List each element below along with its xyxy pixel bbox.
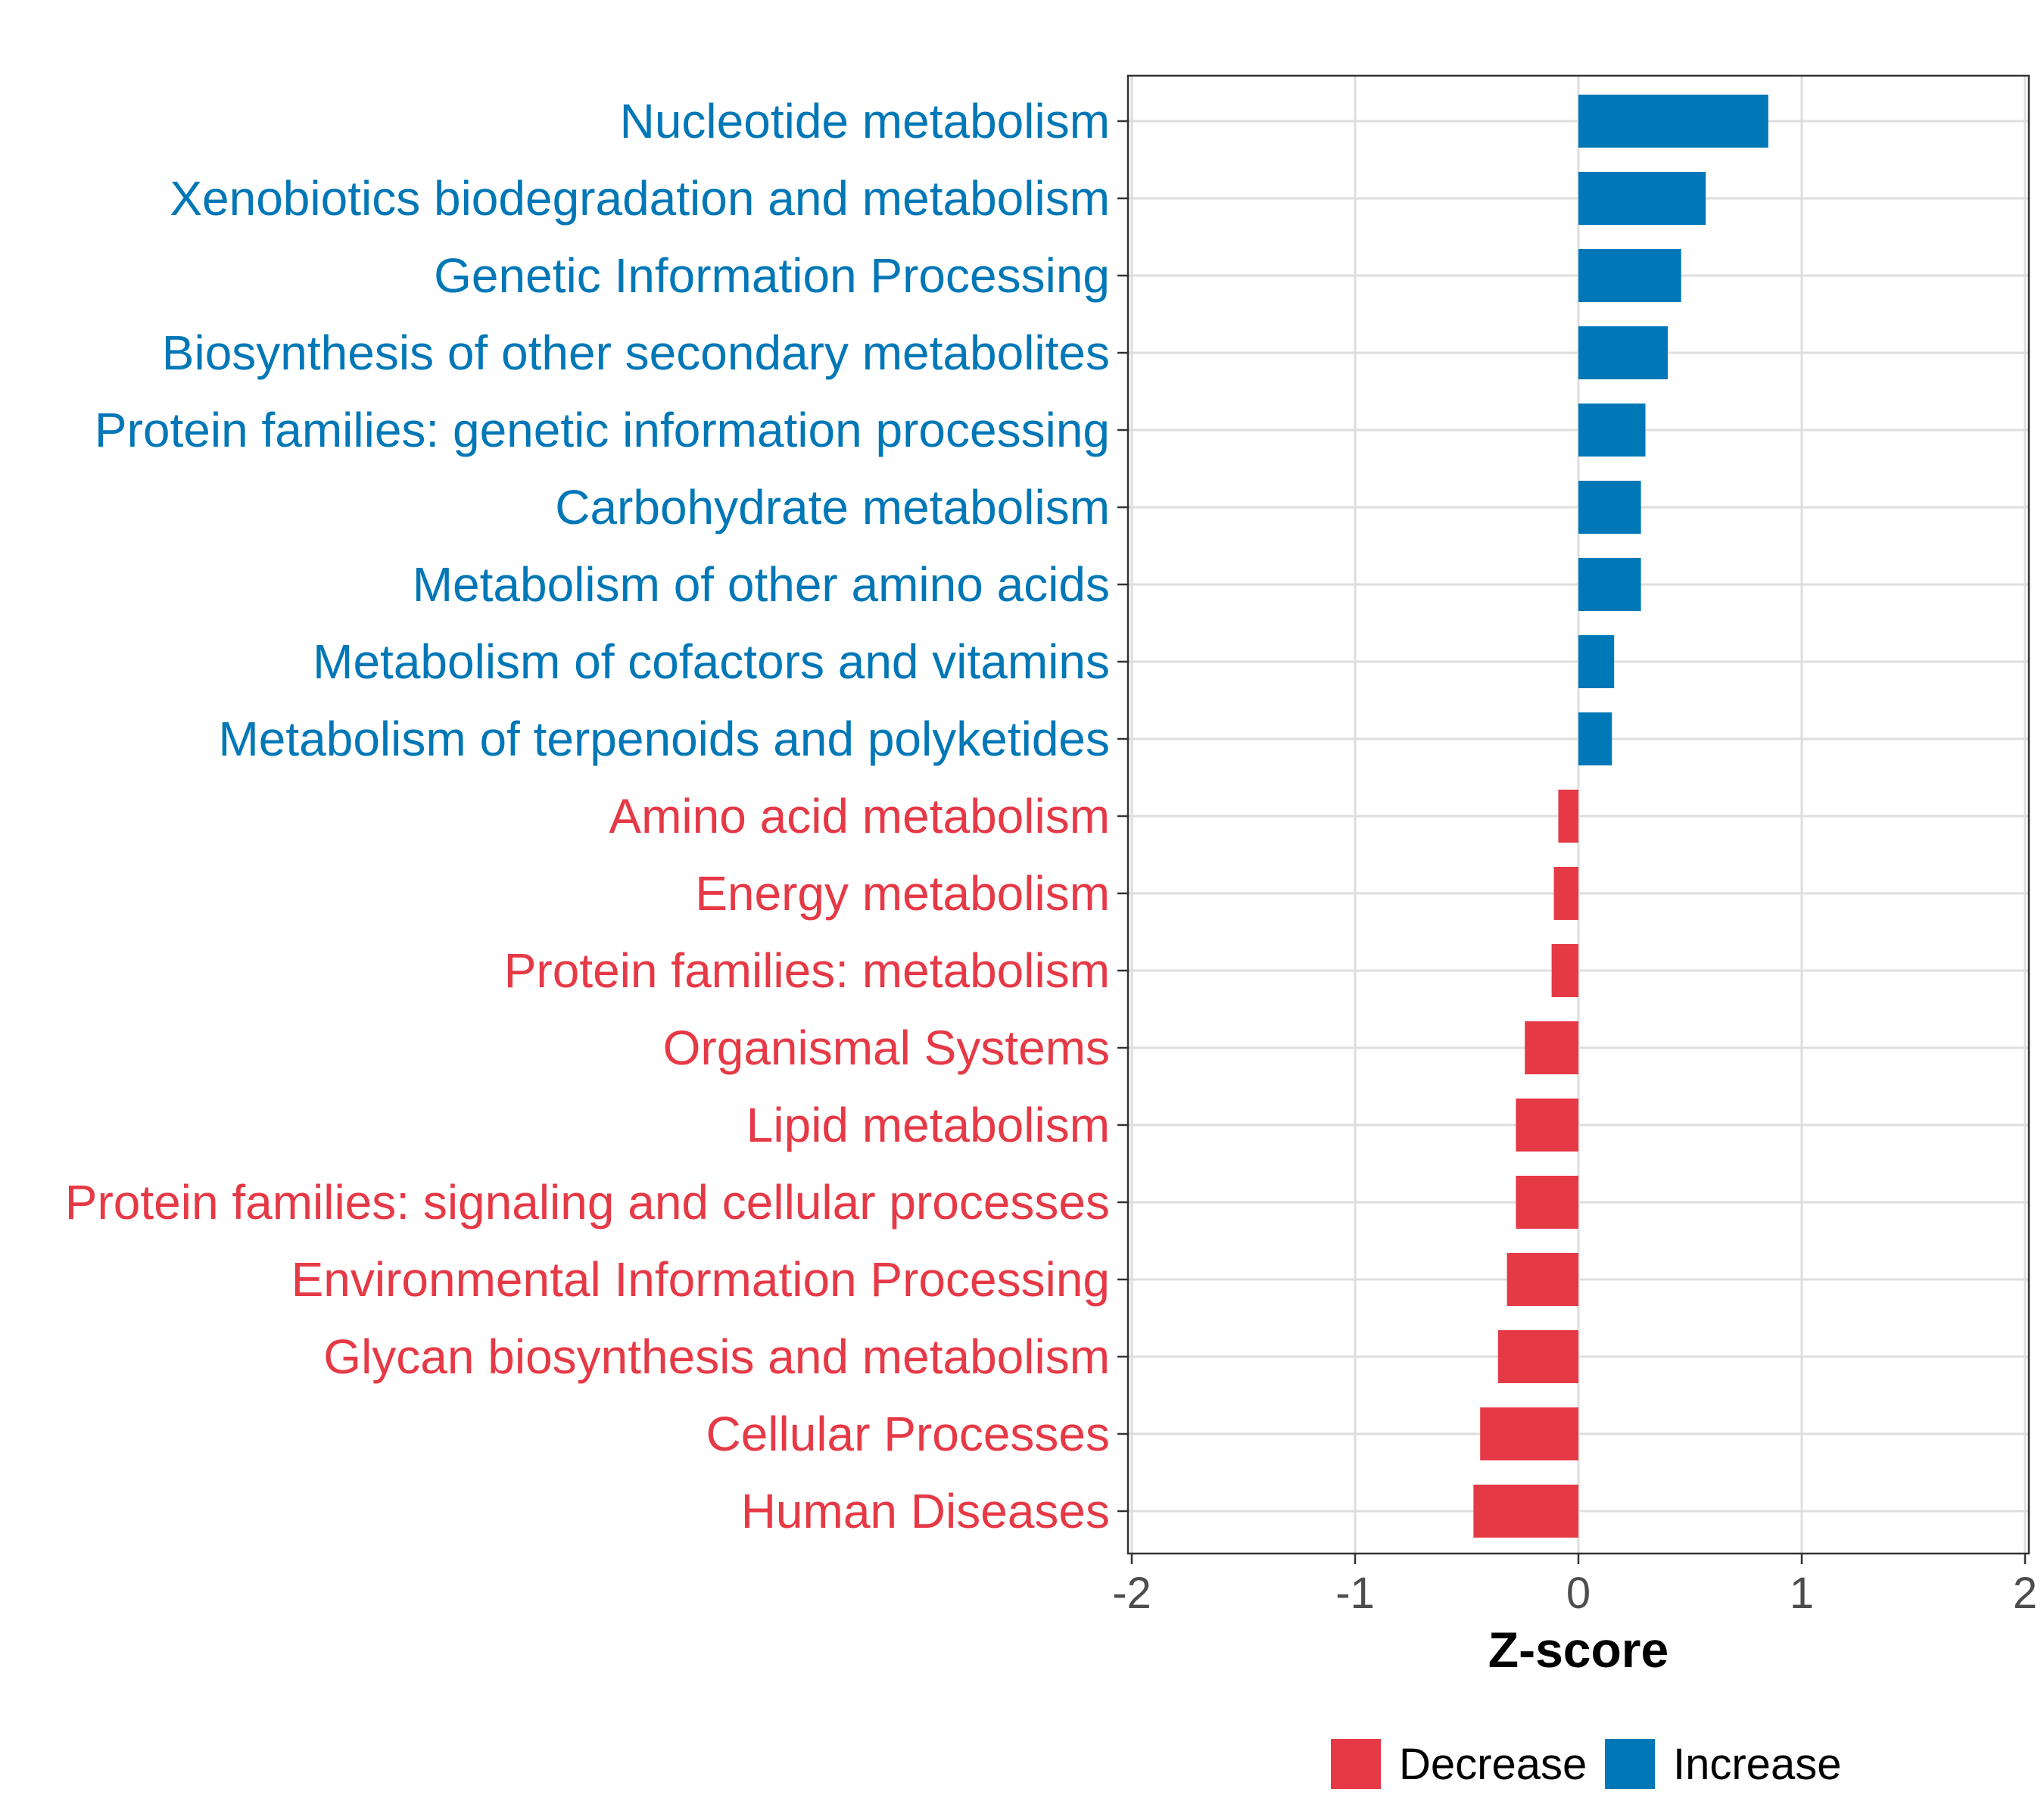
bar-nucleotide-metabolism (1578, 95, 1768, 148)
category-label: Environmental Information Processing (291, 1252, 1110, 1307)
bar-cellular-processes (1480, 1407, 1578, 1460)
category-label: Glycan biosynthesis and metabolism (323, 1329, 1110, 1384)
bar-amino-acid-metabolism (1558, 790, 1578, 843)
category-label: Xenobiotics biodegradation and metabolis… (170, 171, 1110, 226)
x-tick-label: -2 (1112, 1569, 1151, 1618)
category-label: Metabolism of terpenoids and polyketides (218, 712, 1110, 766)
bar-human-diseases (1473, 1485, 1578, 1538)
category-label: Nucleotide metabolism (620, 94, 1110, 148)
category-label: Organismal Systems (663, 1021, 1110, 1075)
bar-carbohydrate-metabolism (1578, 481, 1641, 534)
bar-energy-metabolism (1553, 867, 1578, 920)
category-label: Cellular Processes (706, 1407, 1110, 1461)
category-label: Protein families: signaling and cellular… (65, 1175, 1110, 1230)
category-label: Metabolism of cofactors and vitamins (313, 634, 1110, 689)
category-label: Genetic Information Processing (434, 248, 1110, 303)
category-label: Amino acid metabolism (609, 789, 1110, 843)
bar-metabolism-of-terpenoids-and-polyketides (1578, 712, 1612, 765)
x-axis-title: Z-score (1488, 1622, 1669, 1678)
bar-protein-families-signaling-and-cellular-processes (1516, 1176, 1578, 1229)
category-label: Biosynthesis of other secondary metaboli… (162, 326, 1110, 380)
category-labels: Nucleotide metabolism Xenobiotics biodegr… (65, 94, 1110, 1538)
x-axis-ticks: -2 -1 0 1 2 (1112, 120, 2037, 1618)
bar-biosynthesis-of-other-secondary-metabolites (1578, 326, 1668, 379)
category-label: Energy metabolism (695, 866, 1110, 921)
x-tick-label: -1 (1335, 1569, 1375, 1618)
bar-metabolism-of-other-amino-acids (1578, 558, 1641, 611)
legend-label-increase: Increase (1673, 1740, 1841, 1789)
x-tick-label: 2 (2013, 1569, 2037, 1618)
category-label: Lipid metabolism (746, 1098, 1110, 1152)
legend-key-decrease (1331, 1739, 1381, 1789)
category-label: Protein families: metabolism (504, 943, 1110, 998)
x-tick-label: 1 (1790, 1569, 1814, 1618)
category-label: Human Diseases (741, 1484, 1110, 1538)
legend-label-decrease: Decrease (1399, 1740, 1587, 1789)
bar-metabolism-of-cofactors-and-vitamins (1578, 635, 1615, 688)
bar-protein-families-metabolism (1551, 944, 1578, 997)
bar-environmental-information-processing (1507, 1253, 1578, 1306)
bar-protein-families-genetic-information-processing (1578, 404, 1646, 457)
bar-xenobiotics-biodegradation-and-metabolism (1578, 172, 1706, 225)
bar-genetic-information-processing (1578, 249, 1681, 302)
bar-glycan-biosynthesis-and-metabolism (1497, 1330, 1578, 1383)
legend: Decrease Increase (1331, 1739, 1841, 1789)
category-label: Metabolism of other amino acids (413, 557, 1110, 612)
legend-key-increase (1605, 1739, 1655, 1789)
category-label: Protein families: genetic information pr… (95, 403, 1110, 457)
category-label: Carbohydrate metabolism (555, 480, 1110, 535)
bars (1473, 95, 1768, 1538)
bar-organismal-systems (1525, 1021, 1578, 1074)
x-tick-label: 0 (1566, 1569, 1591, 1618)
bar-lipid-metabolism (1516, 1099, 1578, 1152)
